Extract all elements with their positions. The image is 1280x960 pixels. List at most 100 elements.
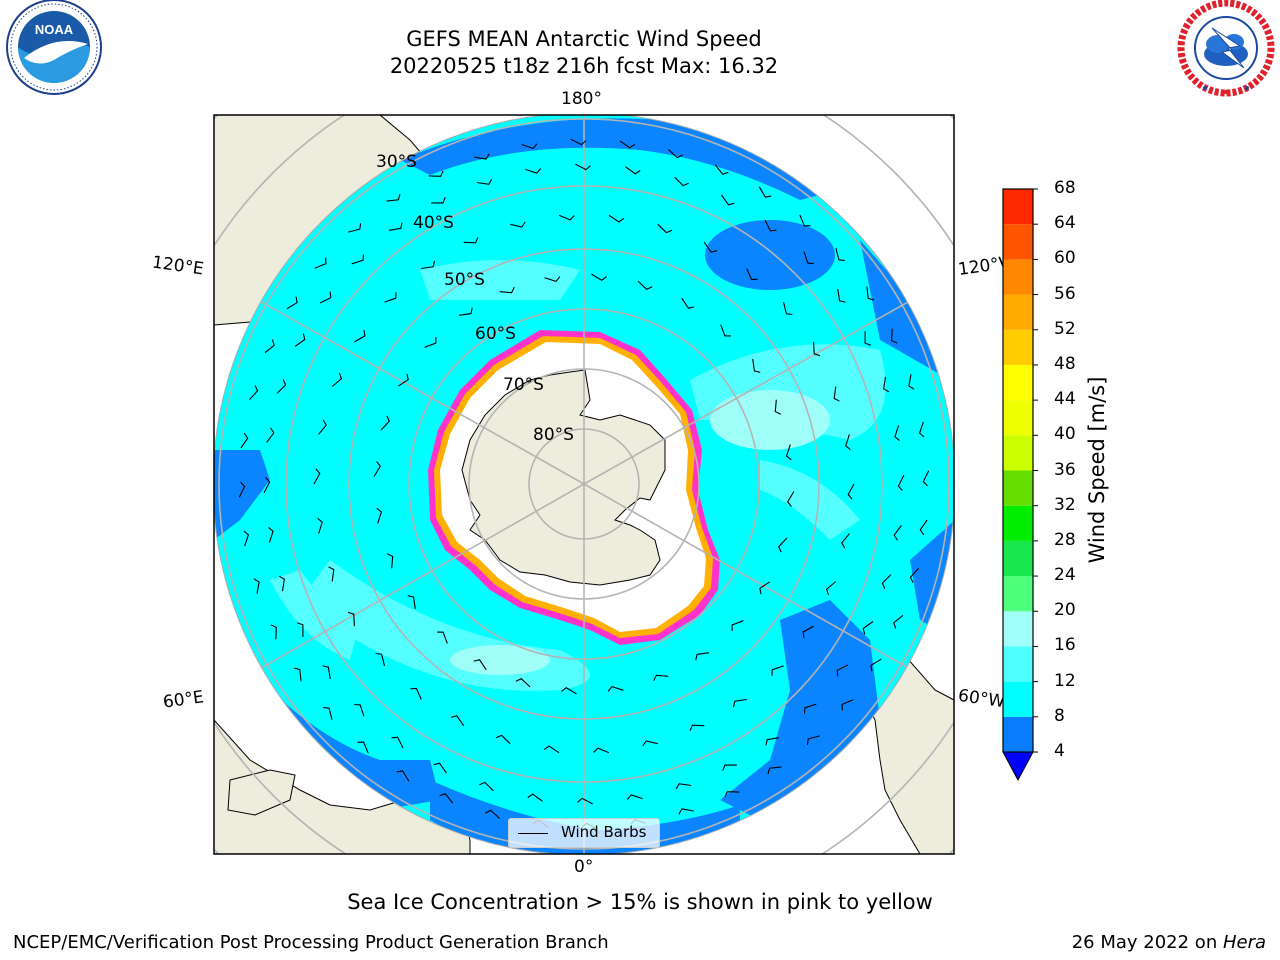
wind-barb: [637, 280, 653, 290]
wind-barb: [908, 374, 915, 390]
wind-barb: [391, 736, 404, 749]
colorbar-bin: [1003, 329, 1033, 365]
antarctica-land: [461, 369, 666, 586]
wind-barb: [732, 698, 747, 708]
wind-barb: [678, 808, 694, 815]
wind-barb: [897, 475, 905, 491]
colorbar-bin: [1003, 470, 1033, 506]
wind-barb: [294, 333, 306, 347]
wind-barb: [675, 783, 692, 790]
footer-host: Hera: [1222, 932, 1266, 953]
wind-barb: [314, 257, 327, 269]
wind-barb: [625, 166, 641, 175]
wind-barb: [847, 483, 855, 500]
wind-barb: [558, 214, 575, 221]
wind-barb: [689, 724, 705, 731]
nws-logo: [1177, 0, 1275, 97]
colorbar-bin: [1003, 435, 1033, 471]
lat-label-70s: 70°S: [503, 375, 544, 395]
lat-label-50s: 50°S: [444, 270, 485, 290]
wind-barb: [380, 415, 390, 431]
wind-barb: [909, 568, 919, 583]
wind-barb: [424, 337, 437, 348]
wind-barb: [397, 373, 409, 387]
wind-barb: [473, 659, 487, 671]
wind-barb: [642, 740, 659, 747]
wind-barb: [570, 138, 587, 146]
footer-branch: NCEP/EMC/Verification Post Processing Pr…: [13, 932, 609, 953]
wind-barb: [266, 427, 275, 443]
wind-barb: [317, 517, 323, 534]
wind-barb: [410, 687, 422, 700]
wind-barb: [785, 444, 792, 461]
colorbar-bin: [1003, 259, 1033, 295]
wind-barb: [758, 186, 772, 198]
wind-barb: [376, 507, 383, 524]
wind-barb: [439, 793, 454, 804]
wind-barb: [813, 341, 821, 357]
colorbar-tick-label: 8: [1054, 705, 1065, 726]
wind-barb: [883, 376, 890, 393]
wind-barb: [386, 193, 401, 202]
wind-barb: [778, 537, 788, 553]
lon-label-180: 180°: [561, 89, 602, 109]
wind-barb: [407, 595, 416, 610]
lat-label-30s: 30°S: [376, 152, 417, 172]
colorbar-under-triangle: [1002, 751, 1034, 782]
wind-barb: [657, 223, 673, 234]
wind-barb: [835, 248, 845, 262]
wind-barb: [384, 292, 397, 303]
title-line-1: GEFS MEAN Antarctic Wind Speed: [406, 27, 762, 51]
wind-barb: [525, 168, 542, 174]
wind-barb: [591, 273, 607, 281]
wind-barb: [433, 762, 447, 774]
colorbar-tick-label: 44: [1054, 389, 1076, 410]
wind-barb: [249, 385, 259, 400]
wind-barb: [668, 149, 683, 159]
wind-barb: [870, 658, 882, 672]
wind-barb: [918, 421, 925, 438]
colorbar-bin: [1003, 400, 1033, 436]
wind-barb: [681, 297, 695, 309]
wind-barb: [240, 432, 249, 449]
wind-barb: [881, 574, 892, 589]
wind-barb: [841, 533, 850, 549]
wind-barb: [253, 578, 260, 594]
lat-label-60s: 60°S: [475, 324, 516, 344]
wind-barb: [313, 468, 321, 485]
wind-barb: [322, 665, 331, 680]
colorbar-tick-label: 64: [1054, 213, 1076, 234]
wind-barb: [293, 667, 302, 682]
wind-barb: [893, 614, 904, 629]
noaa-logo: NOAA: [6, 0, 102, 95]
wind-barb: [476, 178, 493, 185]
wind-barb: [626, 794, 643, 800]
colorbar-bin: [1003, 681, 1033, 717]
colorbar-bin: [1003, 364, 1033, 401]
wind-barb: [782, 301, 793, 316]
wind-barb: [495, 734, 511, 745]
wind-barb: [722, 764, 737, 771]
wind-barb: [544, 276, 561, 283]
wind-barb: [731, 620, 744, 631]
wind-barb: [348, 223, 362, 233]
wind-barb: [354, 329, 366, 343]
wind-barb: [431, 197, 446, 204]
wind-barb: [653, 674, 669, 681]
lat-label-40s: 40°S: [413, 213, 454, 233]
colorbar-bin: [1003, 646, 1033, 682]
wind-barb: [264, 339, 275, 354]
colorbar-tick-label: 12: [1054, 670, 1076, 691]
wind-barb: [806, 735, 820, 745]
title-line-2: 20220525 t18z 216h fcst Max: 16.32: [389, 54, 779, 78]
colorbar-bin: [1003, 540, 1033, 577]
colorbar-bin: [1003, 189, 1033, 225]
wind-barb: [561, 687, 577, 695]
colorbar-tick-label: 36: [1054, 459, 1076, 480]
wind-barb: [799, 214, 811, 227]
colorbar-bin: [1003, 716, 1033, 752]
wind-barb: [803, 703, 817, 714]
